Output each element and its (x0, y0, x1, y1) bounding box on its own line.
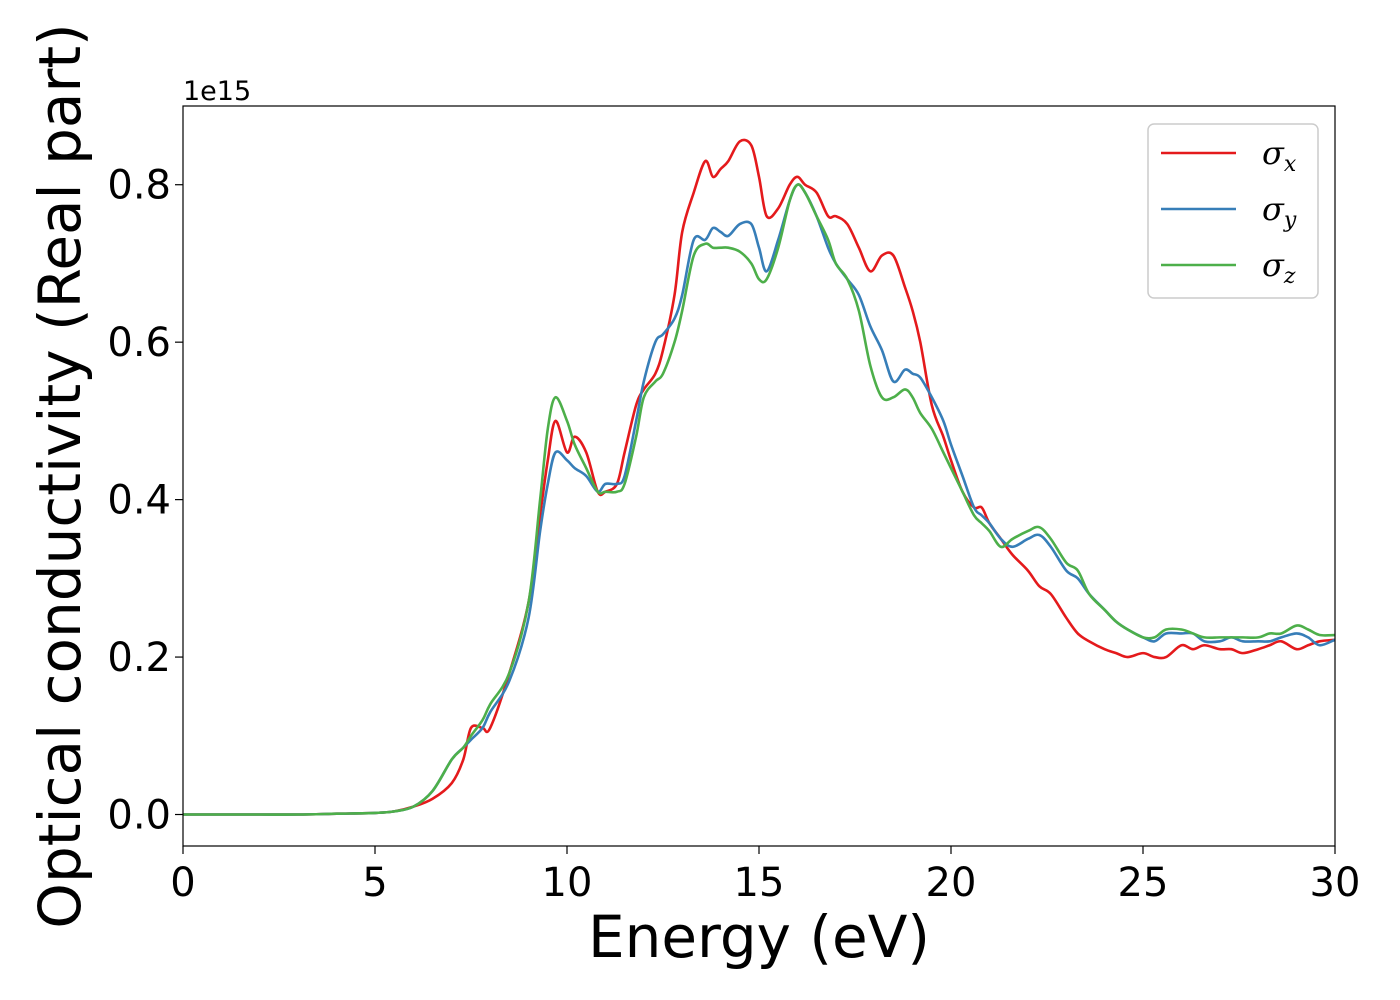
y-axis-title: Optical conductivity (Real part) (26, 23, 94, 928)
legend-box (1147, 123, 1319, 299)
x-tick-label: 5 (362, 860, 387, 906)
x-axis-title: Energy (eV) (588, 903, 930, 971)
x-tick-label: 15 (734, 860, 785, 906)
x-tick-label: 0 (170, 860, 195, 906)
x-tick-label: 25 (1118, 860, 1169, 906)
series-layer (183, 138, 1336, 816)
legend-label-x: σx (1262, 134, 1297, 177)
x-tick-label: 10 (542, 860, 593, 906)
x-tick-label: 30 (1310, 860, 1361, 906)
x-tick-label: 20 (926, 860, 977, 906)
y-tick-label: 0.0 (107, 793, 171, 839)
legend-label-z: σz (1262, 246, 1296, 289)
y-offset-text: 1e15 (183, 76, 251, 107)
x-axis: 0 5 10 15 20 25 30 (170, 846, 1360, 906)
plot-background (183, 106, 1335, 846)
y-tick-label: 0.2 (107, 635, 171, 681)
y-tick-label: 0.6 (107, 320, 171, 366)
legend-label-y: σy (1262, 190, 1297, 233)
series-line-z (183, 183, 1336, 816)
legend: σx σy σz (1147, 123, 1319, 299)
y-axis: 0.0 0.2 0.4 0.6 0.8 (107, 163, 183, 839)
y-tick-label: 0.8 (107, 163, 171, 209)
y-tick-label: 0.4 (107, 478, 171, 524)
